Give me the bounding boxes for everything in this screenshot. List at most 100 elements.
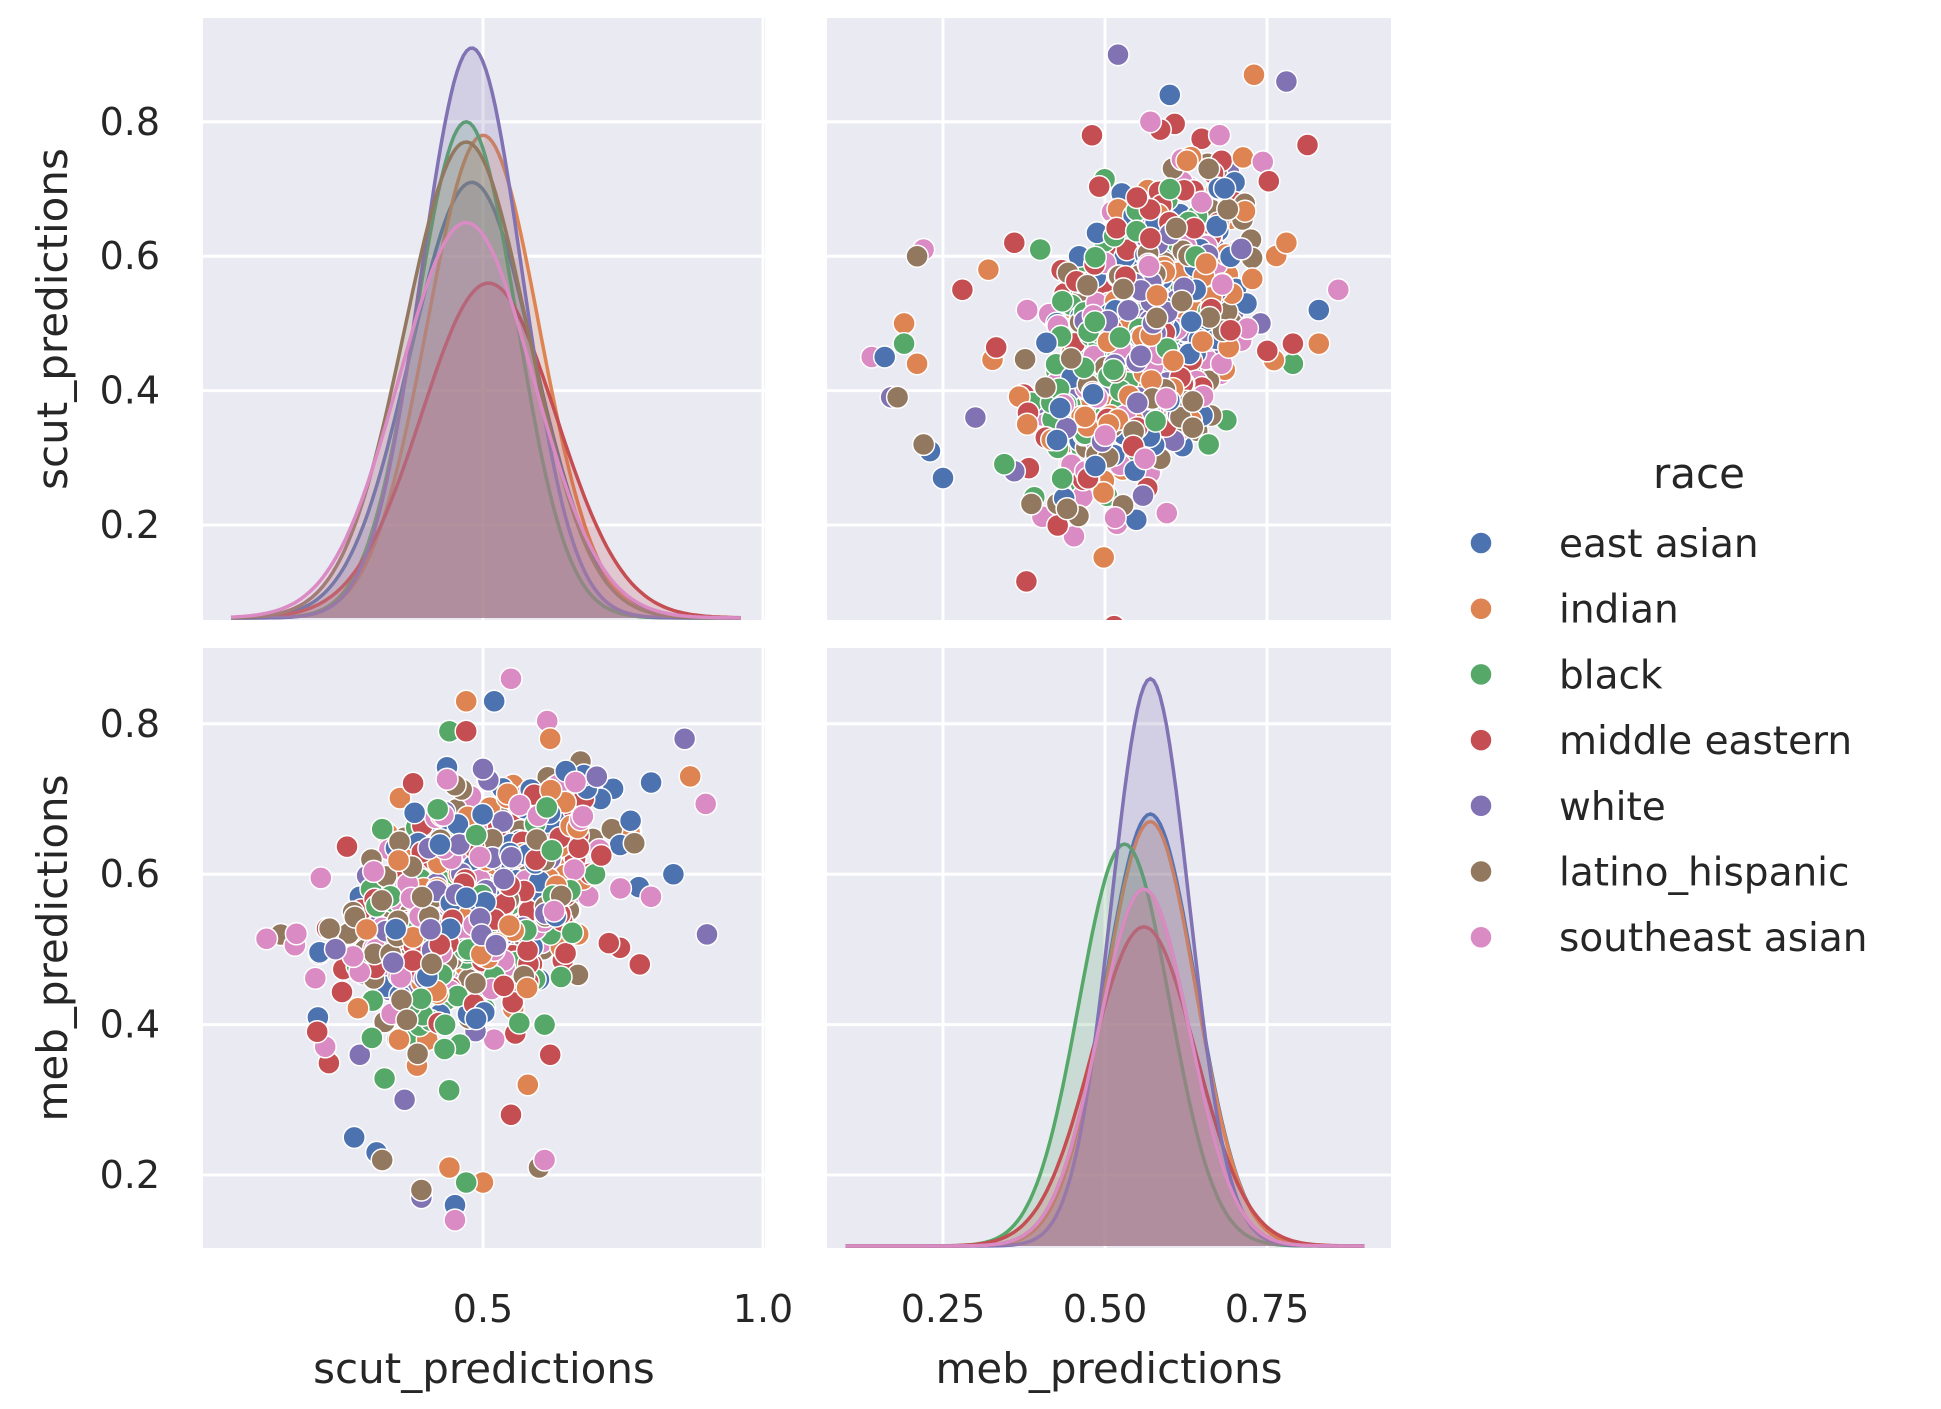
scatter-point-black: [1050, 466, 1074, 491]
scatter-point-black: [1028, 237, 1052, 262]
scatter-point-indian: [905, 351, 929, 376]
scatter-point-middle-eastern: [335, 834, 359, 859]
kde-fill-east-asian: [845, 814, 1365, 1246]
scatter-point-east-asian: [470, 802, 495, 827]
scatter-point-black: [540, 838, 564, 862]
scatter-point-southeast-asian: [435, 767, 459, 792]
legend-item: east asian: [1469, 522, 1759, 567]
scatter-point-latino-hispanic: [405, 1041, 430, 1066]
y-tick-label: 0.2: [100, 1153, 160, 1197]
scatter-point-latino-hispanic: [317, 916, 342, 941]
scatter-point-middle-eastern: [1295, 133, 1320, 157]
scatter-point-latino-hispanic: [1059, 346, 1083, 371]
scatter-point-southeast-asian: [1138, 110, 1163, 134]
scatter-point-latino-hispanic: [1033, 375, 1058, 400]
scatter-point-southeast-asian: [468, 845, 492, 869]
scatter-point-east-asian: [342, 1125, 366, 1150]
scatter-point-latino-hispanic: [911, 432, 936, 457]
scatter-point-indian: [1240, 267, 1265, 291]
scatter-point-indian: [387, 1027, 411, 1052]
scatter-point-east-asian: [1212, 176, 1237, 201]
scatter-point-black: [370, 817, 394, 841]
legend-title: race: [1653, 449, 1745, 498]
scatter-point-southeast-asian: [1103, 505, 1127, 530]
scatter-point-middle-eastern: [589, 843, 614, 868]
scatter-point-southeast-asian: [443, 1208, 467, 1232]
scatter-point-southeast-asian: [254, 926, 279, 951]
legend-label: indian: [1559, 588, 1679, 633]
y-tick-label: 0.6: [100, 234, 160, 278]
kde-fill-middle-eastern: [845, 926, 1365, 1246]
scatter-point-latino-hispanic: [395, 1008, 419, 1032]
scatter-point-black: [1083, 309, 1107, 334]
kde-fill-latino-hispanic: [231, 142, 741, 618]
scatter-point-southeast-asian: [693, 792, 718, 816]
scatter-point-east-asian: [1081, 382, 1105, 407]
scatter-point-east-asian: [639, 770, 663, 795]
scatter-point-indian: [454, 689, 478, 713]
scatter-point-white: [418, 917, 443, 941]
x-tick-label: 1.0: [733, 1287, 793, 1331]
panel-scut-vs-meb-scatter: 0.5 1.0 0.2 0.4 0.6 0.8: [100, 648, 793, 1331]
legend-marker: [1469, 794, 1493, 818]
scatter-point-latino-hispanic: [885, 385, 910, 410]
scatter-point-east-asian: [428, 832, 452, 857]
scatter-point-indian: [386, 848, 411, 873]
scatter-point-latino-hispanic: [370, 888, 394, 913]
scatter-point-southeast-asian: [1133, 446, 1157, 471]
scatter-point-white: [585, 764, 609, 789]
scatter-point-middle-eastern: [1104, 216, 1129, 241]
scatter-point-southeast-asian: [1210, 272, 1235, 297]
scatter-point-black: [507, 1011, 532, 1035]
scatter-point-latino-hispanic: [389, 988, 414, 1012]
scatter-point-black: [433, 1013, 457, 1037]
scatter-point-black: [1050, 289, 1075, 313]
scatter-point-indian: [515, 976, 539, 1000]
scatter-point-east-asian: [482, 689, 506, 713]
scatter-point-latino-hispanic: [1075, 273, 1100, 297]
scatter-point-middle-eastern: [567, 835, 591, 860]
kde-fill-indian: [845, 821, 1365, 1246]
scatter-point-indian: [1242, 63, 1266, 87]
scatter-point-white: [1131, 483, 1155, 508]
scatter-point-east-asian: [1158, 83, 1182, 107]
scatter-point-southeast-asian: [532, 1148, 557, 1172]
kde-fill-southeast-asian: [231, 222, 741, 618]
scatter-point-latino-hispanic: [370, 1148, 394, 1172]
scatter-point-southeast-asian: [507, 793, 532, 817]
legend: race east asian indian black middle eastern w…: [1469, 449, 1867, 961]
scatter-point-indian: [516, 1073, 540, 1097]
scatter-point-latino-hispanic: [1170, 289, 1194, 313]
scatter-point-middle-eastern: [553, 941, 578, 966]
scatter-point-black: [560, 920, 585, 945]
scatter-point-black: [1108, 325, 1132, 350]
scatter-point-middle-eastern: [1138, 226, 1163, 250]
scatter-point-white: [323, 937, 348, 961]
scatter-point-indian: [1190, 329, 1215, 354]
scatter-point-middle-eastern: [1257, 169, 1281, 193]
scatter-point-black: [464, 823, 488, 847]
scatter-point-southeast-asian: [1154, 386, 1179, 411]
x-tick-label: 0.75: [1225, 1287, 1310, 1331]
panel-meb-kde: 0.25 0.50 0.75: [827, 648, 1391, 1331]
scatter-point-east-asian: [931, 466, 955, 490]
scatter-point-latino-hispanic: [1019, 492, 1044, 516]
scatter-point-east-asian: [464, 1006, 488, 1031]
scatter-point-indian: [1073, 404, 1097, 429]
scatter-point-southeast-asian: [563, 770, 588, 794]
scatter-point-black: [1158, 177, 1182, 201]
kde-fill-black: [231, 121, 741, 619]
legend-item: white: [1469, 785, 1666, 830]
scatter-point-indian: [1307, 331, 1331, 356]
scatter-point-east-asian: [402, 800, 427, 825]
scatter-point-indian: [538, 727, 562, 751]
scatter-point-black: [549, 965, 573, 989]
kde-fill-southeast-asian: [845, 889, 1365, 1246]
scatter-point-indian: [892, 311, 916, 336]
scatter-point-black: [1143, 409, 1168, 433]
scatter-point-white: [672, 727, 697, 751]
panel-scut-kde: 0.2 0.4 0.6 0.8: [100, 18, 765, 620]
kde-fill-indian: [231, 135, 741, 619]
scatter-point-indian: [1145, 283, 1169, 308]
scatter-point-indian: [497, 913, 522, 938]
